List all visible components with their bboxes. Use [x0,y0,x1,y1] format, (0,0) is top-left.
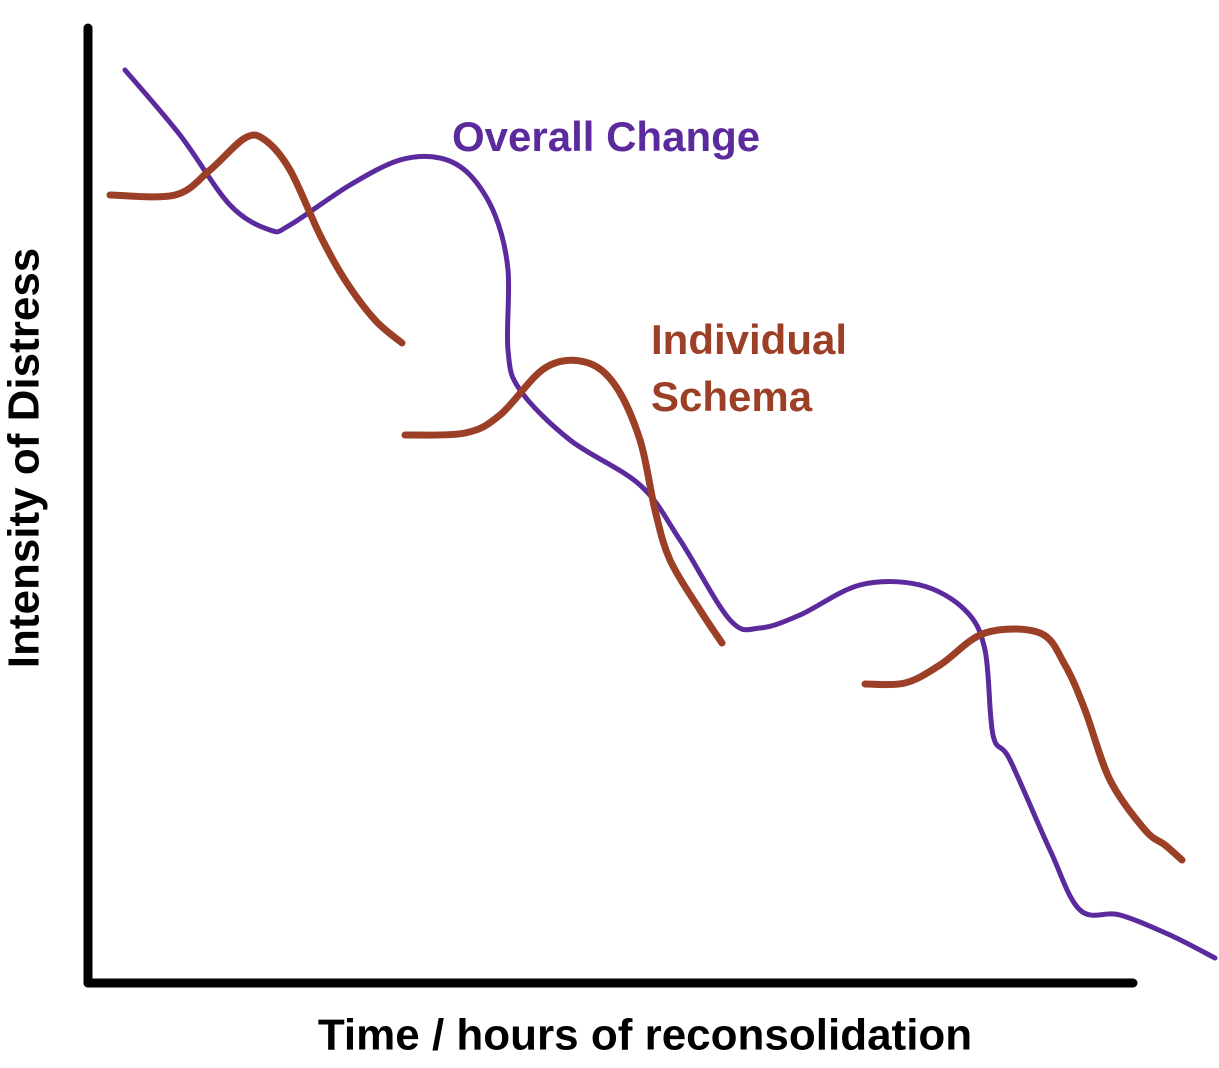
y-axis-label: Intensity of Distress [0,248,49,669]
schema-label: Individual [651,316,847,363]
schema-label: Schema [651,373,813,420]
overall-curve [122,67,1218,961]
schema-curve [401,356,726,647]
curves [106,67,1218,961]
x-axis-label: Time / hours of reconsolidation [318,1011,972,1060]
overall-label: Overall Change [452,113,760,160]
schema-curve [861,625,1186,864]
schema-curve [106,131,406,347]
